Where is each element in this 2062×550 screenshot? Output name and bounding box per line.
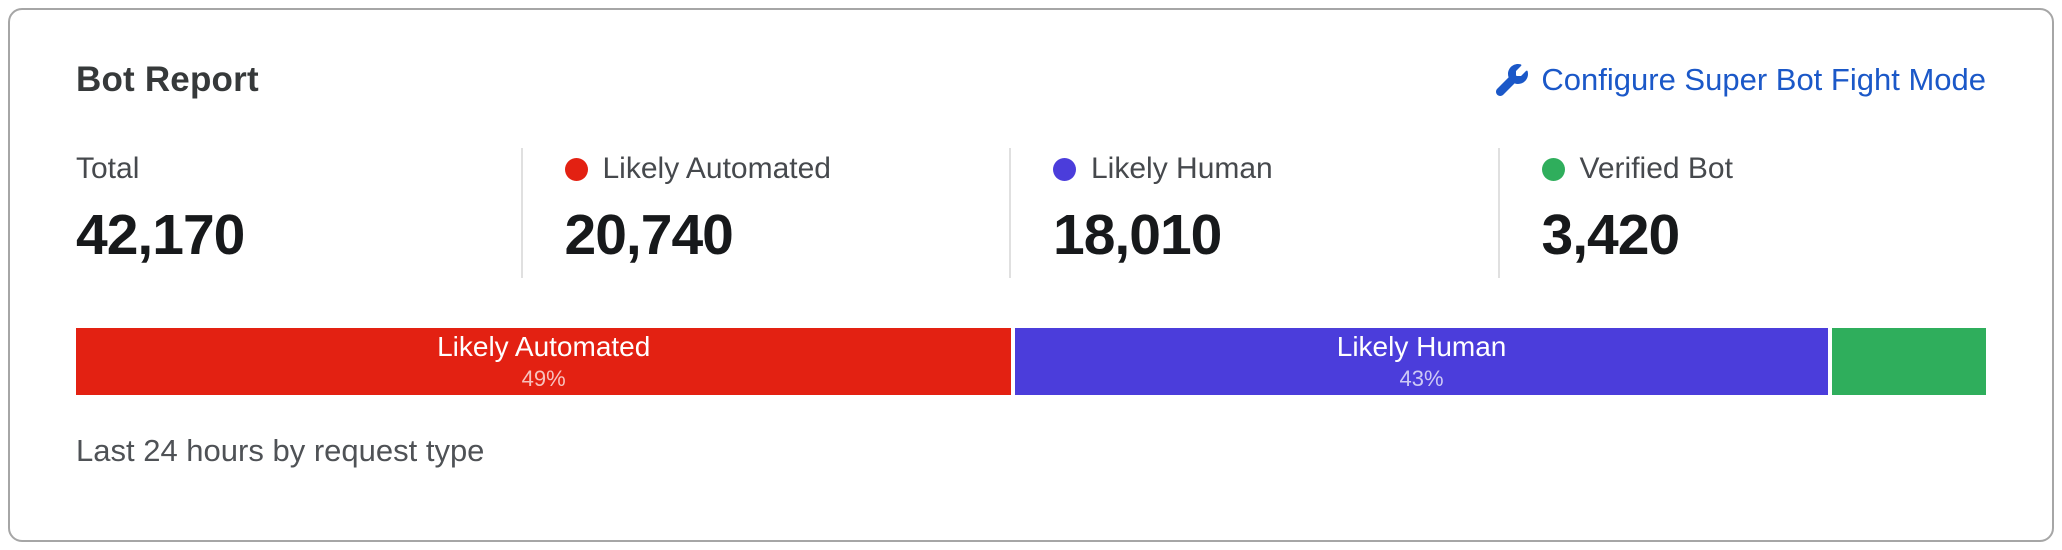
stat-likely-human: Likely Human 18,010 (1009, 148, 1498, 278)
stat-value: 42,170 (76, 203, 245, 267)
legend-dot-icon (1541, 157, 1565, 181)
bar-segment-label: Likely Automated (437, 331, 651, 363)
stat-verified-bot: Verified Bot 3,420 (1497, 148, 1987, 278)
legend-dot-icon (564, 157, 588, 181)
stat-label: Verified Bot (1541, 152, 1987, 186)
stats-row: Total 42,170 Likely Automated 20,740 Lik… (76, 148, 1986, 278)
card-title: Bot Report (76, 60, 259, 99)
report-caption: Last 24 hours by request type (76, 433, 485, 468)
card-header: Bot Report Configure Super Bot Fight Mod… (76, 60, 1986, 100)
bar-segment-percent: 49% (521, 366, 566, 392)
stat-label-text: Verified Bot (1579, 152, 1733, 185)
stat-label: Total (76, 152, 521, 186)
bot-distribution-stacked-bar: Likely Automated 49% Likely Human 43% (76, 328, 1986, 395)
stat-label-text: Likely Automated (602, 152, 831, 185)
bar-segment-likely-automated: Likely Automated 49% (76, 328, 1012, 395)
configure-super-bot-fight-mode-link[interactable]: Configure Super Bot Fight Mode (1496, 62, 1986, 98)
stat-label: Likely Human (1053, 152, 1498, 186)
stat-value: 18,010 (1053, 203, 1222, 267)
wrench-icon (1496, 64, 1529, 96)
bar-segment-label: Likely Human (1336, 331, 1507, 363)
legend-dot-icon (1053, 157, 1076, 181)
stat-label-text: Total (76, 152, 140, 185)
stat-label-text: Likely Human (1091, 152, 1273, 185)
bot-report-card: Bot Report Configure Super Bot Fight Mod… (8, 8, 2054, 542)
stat-total: Total 42,170 (76, 148, 521, 278)
stat-likely-automated: Likely Automated 20,740 (520, 148, 1010, 278)
bar-segment-verified-bot (1831, 328, 1986, 395)
bar-segment-percent: 43% (1399, 366, 1444, 392)
stat-value: 20,740 (564, 203, 734, 267)
configure-link-label: Configure Super Bot Fight Mode (1541, 62, 1986, 97)
stat-value: 3,420 (1541, 203, 1681, 267)
stat-label: Likely Automated (564, 152, 1010, 186)
bar-segment-likely-human: Likely Human 43% (1015, 328, 1828, 395)
